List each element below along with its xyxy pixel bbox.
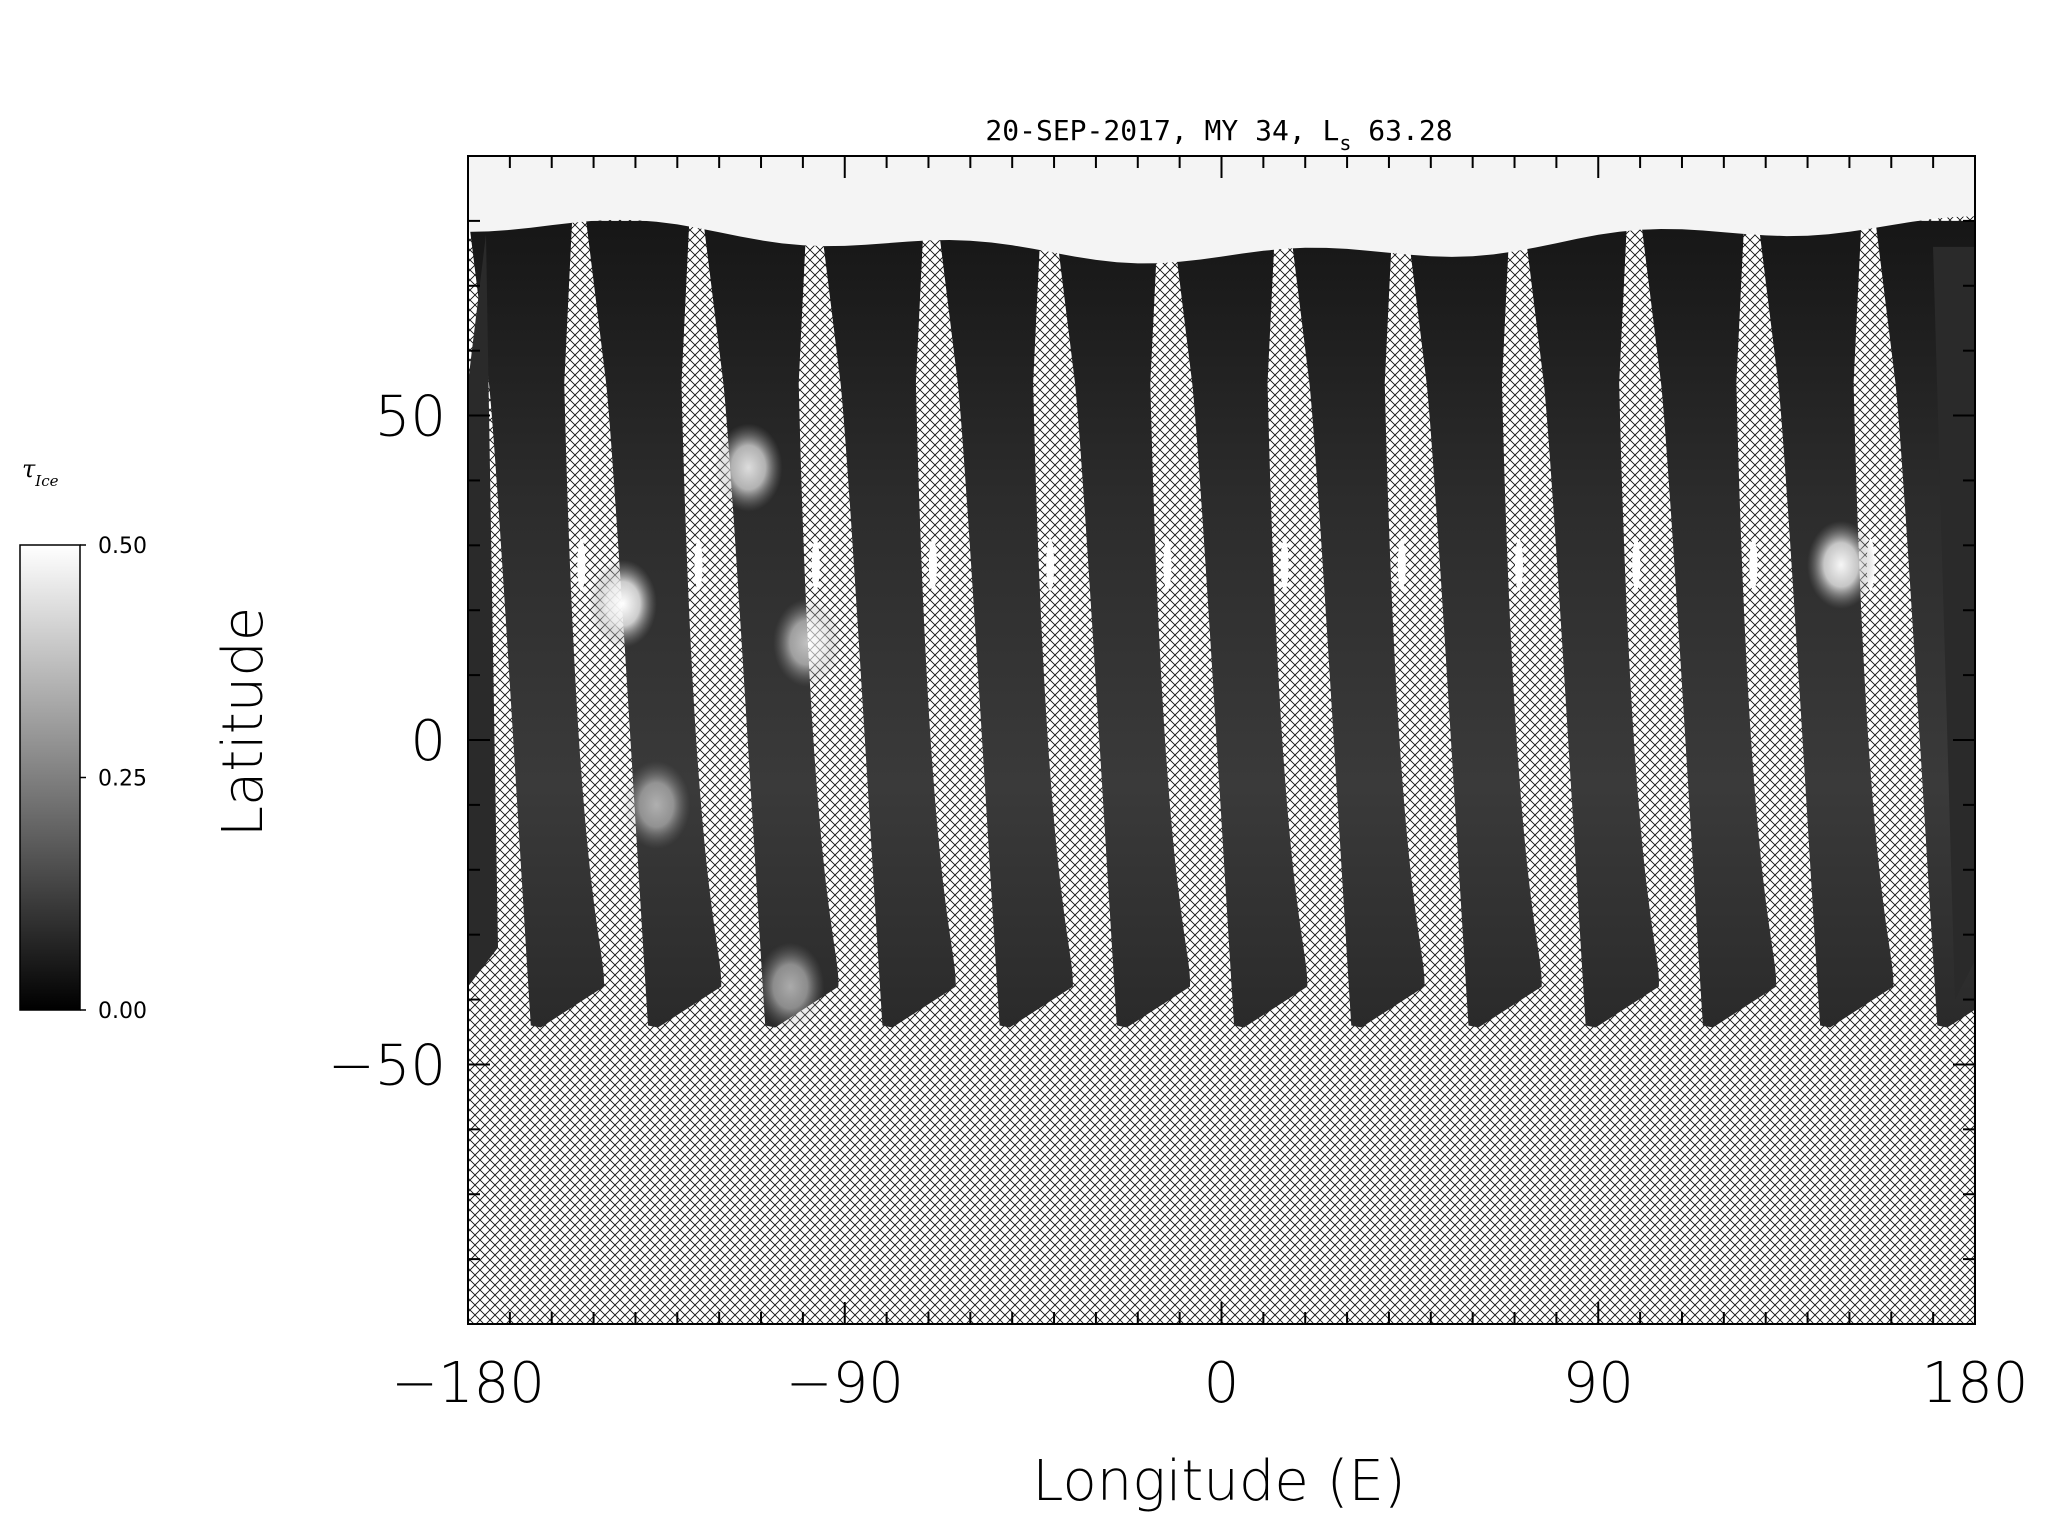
swath-gap bbox=[1984, 539, 1992, 591]
ice-cloud bbox=[1807, 520, 1876, 609]
swath-gap bbox=[1280, 538, 1289, 591]
colorbar-label-subscript: Ice bbox=[34, 472, 58, 490]
colorbar-label: τIce bbox=[22, 455, 59, 490]
chart-title-suffix: 63.28 bbox=[1351, 114, 1452, 147]
x-tick-label: −180 bbox=[391, 1351, 545, 1416]
colorbar-label-symbol: τ bbox=[22, 455, 36, 483]
chart-title-subscript: s bbox=[1339, 131, 1351, 155]
data-swath bbox=[1289, 220, 1425, 1028]
ice-cloud bbox=[714, 423, 783, 512]
data-swath bbox=[703, 220, 839, 1028]
cloud-layer bbox=[588, 423, 1876, 1031]
north-polar-ice bbox=[468, 156, 1975, 264]
data-swath bbox=[468, 233, 498, 987]
y-tick-label: 0 bbox=[410, 709, 446, 774]
data-swath bbox=[1054, 220, 1191, 1028]
data-swath bbox=[820, 220, 956, 1028]
swath-gap bbox=[1632, 538, 1641, 591]
axis-ticks: −180 −90 0 90 180 −50 0 50 bbox=[328, 155, 2029, 1416]
colorbar-tick-label: 0.50 bbox=[98, 534, 147, 559]
swath-gap bbox=[811, 538, 820, 591]
data-swath bbox=[1172, 220, 1308, 1028]
x-tick-label: 90 bbox=[1563, 1351, 1634, 1416]
data-swath bbox=[1933, 246, 1975, 1000]
swath-gap bbox=[1514, 538, 1523, 591]
ice-cloud bbox=[588, 559, 657, 648]
data-swath bbox=[1523, 220, 1659, 1028]
swath-gap bbox=[928, 538, 937, 591]
chart-title-main: 20-SEP-2017, MY 34, L bbox=[985, 114, 1339, 147]
ice-cloud bbox=[773, 598, 842, 687]
swath-gap bbox=[577, 538, 586, 591]
colorbar-ticks: 0.00 0.25 0.50 bbox=[80, 534, 147, 1024]
data-swath bbox=[468, 220, 605, 1028]
data-swath bbox=[1641, 220, 1777, 1028]
data-swath bbox=[586, 220, 722, 1028]
colorbar-gradient bbox=[19, 544, 81, 1011]
data-swath bbox=[1406, 220, 1542, 1028]
colorbar-tick-label: 0.00 bbox=[98, 999, 147, 1024]
x-tick-label: 180 bbox=[1922, 1351, 2029, 1416]
y-tick-label: 50 bbox=[375, 385, 446, 450]
ice-cloud bbox=[622, 760, 691, 849]
swath-gap bbox=[1163, 538, 1172, 591]
chart-title: 20-SEP-2017, MY 34, Ls 63.28 bbox=[985, 114, 1452, 155]
y-axis-label: Latitude bbox=[211, 607, 276, 837]
swath-gap bbox=[694, 538, 703, 591]
ice-cloud bbox=[756, 942, 825, 1031]
x-axis-label: Longitude (E) bbox=[1032, 1449, 1405, 1514]
plot-area bbox=[468, 156, 1992, 1324]
y-tick-label: −50 bbox=[328, 1033, 446, 1098]
data-swath bbox=[1758, 220, 1894, 1028]
swath-gap bbox=[1749, 538, 1758, 591]
swath-gap bbox=[1397, 538, 1406, 591]
swath-gap bbox=[1046, 538, 1055, 591]
x-tick-label: 0 bbox=[1204, 1351, 1240, 1416]
swath-layer bbox=[468, 220, 1992, 1028]
colorbar-tick-label: 0.25 bbox=[98, 767, 147, 792]
x-tick-label: −90 bbox=[786, 1351, 904, 1416]
colorbar: τIce 0.00 0.25 0.50 bbox=[19, 455, 147, 1024]
data-swath bbox=[937, 220, 1073, 1028]
